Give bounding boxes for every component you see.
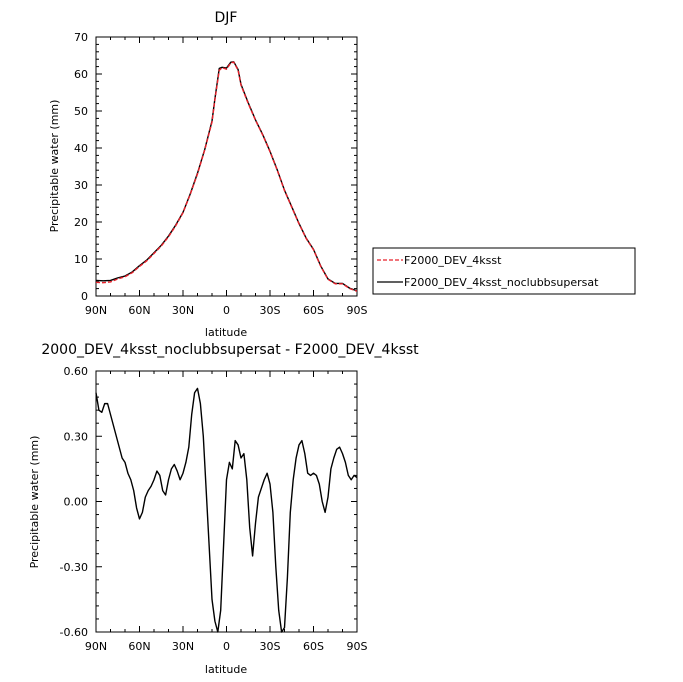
legend-label-noclubb: F2000_DEV_4ksst_noclubbsupersat xyxy=(404,276,599,289)
y-tick-label: 70 xyxy=(74,31,88,44)
x-tick-label: 0 xyxy=(223,304,230,317)
top-chart-title: DJF xyxy=(215,10,238,26)
series-line-1 xyxy=(95,61,358,292)
legend-label-f2000: F2000_DEV_4ksst xyxy=(404,254,502,267)
bottom-y-axis-label: Precipitable water (mm) xyxy=(28,436,41,569)
x-tick-label: 30S xyxy=(260,304,281,317)
x-tick-label: 60S xyxy=(303,640,324,653)
top-x-ticks: 90N 60N 30N 0 30S 60S 90S xyxy=(85,37,368,317)
y-tick-label: -0.60 xyxy=(60,626,88,639)
y-tick-label: 30 xyxy=(74,179,88,192)
y-tick-label: 50 xyxy=(74,105,88,118)
bottom-x-axis-label: latitude xyxy=(205,663,247,676)
y-tick-label: 20 xyxy=(74,216,88,229)
y-tick-label: 0 xyxy=(81,290,88,303)
x-tick-label: 0 xyxy=(223,640,230,653)
x-tick-label: 90S xyxy=(347,304,368,317)
bottom-plot-frame xyxy=(95,370,358,633)
y-tick-label: -0.30 xyxy=(60,561,88,574)
legend: F2000_DEV_4ksst F2000_DEV_4ksst_noclubbs… xyxy=(372,247,636,295)
top-y-ticks: 0 10 20 30 40 50 60 70 xyxy=(74,31,357,303)
y-tick-label: 10 xyxy=(74,253,88,266)
x-tick-label: 90N xyxy=(85,640,107,653)
top-series-group xyxy=(95,61,358,292)
y-tick-label: 0.30 xyxy=(64,430,89,443)
x-tick-label: 90N xyxy=(85,304,107,317)
top-y-axis-label: Precipitable water (mm) xyxy=(48,100,61,233)
series-line-0 xyxy=(95,387,358,633)
bottom-series-group xyxy=(95,387,358,633)
top-plot-frame xyxy=(95,36,358,297)
y-tick-label: 0.00 xyxy=(64,496,89,509)
x-tick-label: 60N xyxy=(128,640,150,653)
x-tick-label: 30N xyxy=(172,640,194,653)
y-tick-label: 40 xyxy=(74,142,88,155)
x-tick-label: 60N xyxy=(128,304,150,317)
bottom-chart-title: 2000_DEV_4ksst_noclubbsupersat - F2000_D… xyxy=(41,342,419,358)
x-tick-label: 60S xyxy=(303,304,324,317)
series-line-0 xyxy=(95,61,358,292)
bottom-panel: 2000_DEV_4ksst_noclubbsupersat - F2000_D… xyxy=(28,342,419,676)
top-x-axis-label: latitude xyxy=(205,326,247,339)
x-tick-label: 30S xyxy=(260,640,281,653)
y-tick-label: 60 xyxy=(74,68,88,81)
y-tick-label: 0.60 xyxy=(64,365,89,378)
x-tick-label: 90S xyxy=(347,640,368,653)
legend-box xyxy=(372,247,636,295)
x-tick-label: 30N xyxy=(172,304,194,317)
